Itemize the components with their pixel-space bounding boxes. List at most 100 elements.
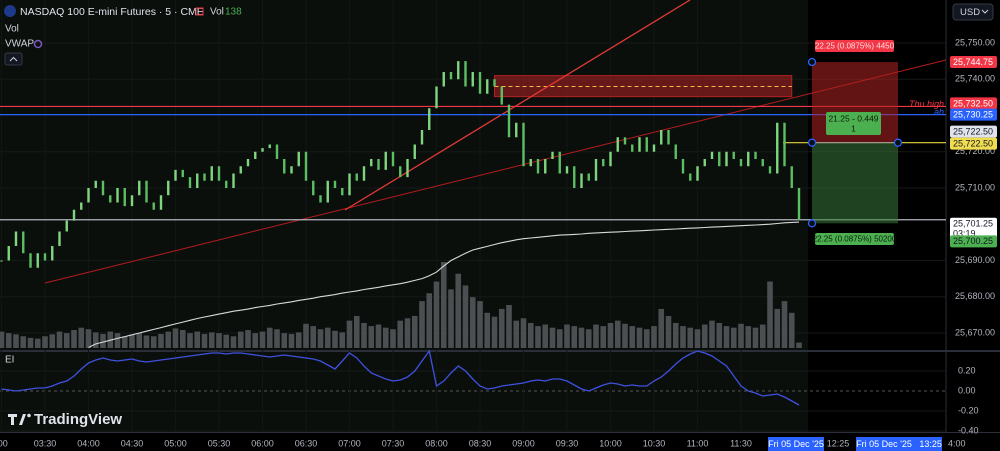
candle	[689, 173, 692, 181]
price-tag-bg	[950, 235, 997, 248]
position-handle[interactable]	[807, 219, 817, 228]
candle	[181, 169, 184, 178]
candle	[333, 180, 337, 188]
volume-bar	[346, 320, 353, 348]
volume-bar	[143, 335, 150, 348]
volume-bar	[665, 315, 672, 348]
time-tick-label: 06:30	[295, 438, 318, 448]
volume-bar	[245, 330, 251, 348]
candle	[667, 129, 670, 145]
price-tick-label: 25,710.00	[955, 182, 995, 192]
countdown: 03:19	[953, 229, 976, 239]
candle	[623, 137, 627, 145]
candle	[239, 166, 242, 174]
volume-bar	[20, 336, 27, 348]
candle	[384, 151, 387, 170]
candle	[594, 158, 598, 181]
candle	[14, 231, 18, 246]
candle	[413, 144, 416, 159]
volume-bar	[578, 327, 585, 348]
volume-bar	[759, 324, 766, 348]
time-tick-label: 11:30	[730, 438, 752, 448]
candle	[275, 144, 279, 159]
candle	[87, 187, 90, 203]
candle	[80, 202, 83, 210]
volume-bar	[709, 320, 715, 348]
volume-bar	[788, 312, 795, 348]
candle	[747, 151, 750, 167]
indicator-label[interactable]: VWAP	[5, 39, 34, 50]
candle	[674, 144, 677, 159]
candle	[587, 173, 590, 181]
stop-label-bg	[815, 233, 894, 245]
volume-bar	[607, 322, 614, 348]
position-handle[interactable]	[893, 138, 903, 147]
volume-bar	[259, 331, 266, 348]
volume-bar	[462, 285, 469, 348]
price-tick-label: 25,680.00	[955, 291, 995, 301]
volume-bar	[513, 320, 520, 348]
volume-bar	[484, 312, 491, 348]
time-tick-label: 05:00	[164, 438, 187, 448]
target-label: 22.25 (0.0875%) 4450	[815, 42, 895, 51]
volume-bar	[636, 327, 643, 348]
volume-bar	[5, 333, 12, 348]
volume-bar	[672, 322, 679, 348]
vol-title: Vol	[210, 7, 224, 18]
candle	[355, 173, 358, 181]
time-tick-label: 08:30	[469, 438, 492, 448]
candle	[442, 71, 445, 87]
trend-lines	[44, 0, 947, 284]
candle	[602, 158, 605, 167]
candle	[283, 158, 286, 174]
ratio-label: 1	[851, 123, 856, 133]
candle	[58, 231, 61, 246]
candle	[797, 187, 801, 220]
candle	[573, 166, 576, 188]
volume-bar	[158, 333, 164, 348]
volume-bar	[288, 333, 295, 348]
position-handle[interactable]	[807, 138, 817, 147]
volume-bar	[455, 273, 462, 348]
time-tick-label: 09:30	[556, 438, 579, 448]
volume-bar	[252, 333, 259, 348]
volume-bar	[339, 332, 346, 348]
candle	[580, 173, 583, 188]
ei-pane	[0, 352, 808, 432]
volume-bar	[303, 323, 309, 348]
candle	[188, 177, 192, 188]
volume-bar	[629, 326, 636, 348]
volume-bar	[179, 330, 186, 348]
volume-bar	[556, 329, 563, 348]
candle	[645, 137, 648, 152]
currency-button[interactable]	[952, 3, 994, 21]
time-tick-label: 10:30	[643, 438, 666, 448]
candle	[544, 158, 547, 174]
candle	[341, 187, 344, 196]
collapse-button[interactable]	[4, 52, 23, 66]
indicator-label[interactable]: Vol	[5, 24, 19, 35]
candle	[145, 180, 148, 203]
volume-bar	[324, 327, 331, 348]
price-tag: 25,722.50	[953, 139, 993, 149]
volume-bar	[165, 331, 172, 348]
symbol-title[interactable]: NASDAQ 100 E-mini Futures · 5 · CME	[20, 6, 204, 18]
volume-bar	[223, 334, 230, 348]
time-tick-label: 06:00	[251, 438, 274, 448]
collapse-icon	[9, 56, 18, 62]
candle	[493, 79, 496, 87]
candle	[225, 180, 228, 188]
volume-bar	[643, 329, 650, 348]
position-handle[interactable]	[807, 57, 817, 67]
volume-bar	[491, 316, 498, 348]
candle	[72, 209, 76, 221]
ratio-label: 21.25 - 0.449	[828, 113, 878, 123]
volume-bar	[208, 332, 215, 348]
candle	[710, 151, 714, 159]
candle	[718, 151, 721, 167]
candle	[783, 122, 786, 167]
volume-bar	[404, 318, 411, 348]
currency-label: USD	[960, 7, 980, 18]
volume-bar	[194, 331, 201, 348]
